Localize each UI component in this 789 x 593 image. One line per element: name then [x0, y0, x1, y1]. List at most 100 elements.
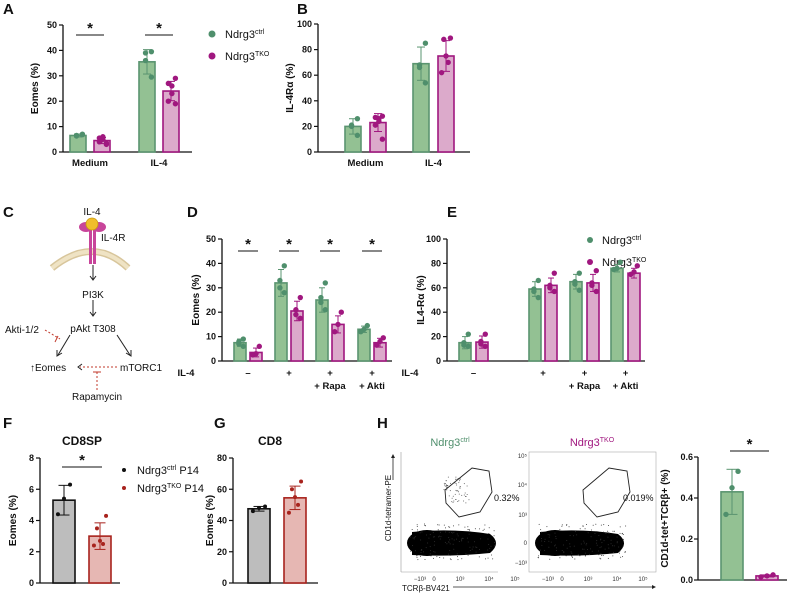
category-label: Medium: [348, 158, 384, 169]
data-point: [250, 352, 256, 358]
event-dot: [569, 535, 571, 537]
significance-star: *: [369, 236, 375, 253]
data-point: [358, 329, 364, 335]
event-dot: [566, 524, 568, 526]
data-point: [576, 287, 582, 293]
chart-panel-h: 0.0 0.2 0.4 0.6 CD1d-tet+TCRβ+ (%) *: [660, 436, 787, 585]
event-dot: [432, 557, 434, 559]
event-dot: [423, 523, 425, 525]
data-point: [104, 513, 109, 518]
data-point: [79, 132, 86, 138]
event-dot: [561, 525, 563, 527]
significance-star: *: [286, 236, 292, 253]
data-point: [293, 311, 299, 318]
event-dot: [574, 531, 576, 533]
event-dot: [622, 556, 624, 558]
event-dot: [449, 490, 451, 492]
svg-text:Ndrg3ctrl: Ndrg3ctrl: [602, 235, 642, 247]
flow-y-tick-label: 10⁵: [518, 453, 528, 460]
category-label: +: [540, 368, 546, 379]
event-dot: [448, 553, 450, 555]
event-dot: [556, 549, 558, 551]
gate-percent-ctrl: 0.32%: [494, 493, 520, 503]
event-dot: [448, 526, 450, 528]
bar-ctrl: [610, 267, 624, 362]
event-dot: [554, 544, 556, 546]
data-point: [101, 541, 106, 546]
data-point: [374, 342, 380, 348]
event-dot: [562, 544, 564, 546]
event-dot: [410, 536, 412, 538]
data-point: [55, 512, 60, 517]
event-dot: [487, 538, 489, 540]
y-tick-label: 50: [47, 20, 57, 30]
event-dot: [566, 540, 568, 542]
event-dot: [454, 493, 456, 495]
data-point: [236, 341, 242, 347]
event-dot: [603, 524, 605, 526]
data-point: [758, 574, 764, 580]
y-tick-label: 100: [426, 234, 441, 244]
event-dot: [463, 494, 465, 496]
event-dot: [596, 544, 598, 546]
chart-panel-d: 0 10 20 30 40 50 Eomes (%) – + + + Rapa + + Akti IL-4…: [178, 234, 392, 392]
event-dot: [596, 540, 598, 542]
event-dot: [622, 534, 624, 536]
event-dot: [618, 552, 620, 554]
y-tick-label: 40: [217, 516, 227, 526]
label-il4: IL-4: [83, 207, 101, 218]
event-dot: [455, 480, 457, 482]
y-tick-label: 60: [302, 70, 312, 80]
event-dot: [568, 526, 570, 528]
event-dot: [444, 483, 446, 485]
event-dot: [452, 501, 454, 503]
bar-ctrl: [247, 507, 271, 584]
event-dot: [590, 536, 592, 538]
event-dot: [459, 478, 461, 480]
event-dot: [452, 525, 454, 527]
event-dot: [468, 499, 470, 501]
data-point: [148, 48, 155, 55]
data-point: [332, 329, 338, 335]
event-dot: [445, 480, 447, 482]
event-dot: [417, 559, 419, 561]
event-dot: [429, 553, 431, 555]
y-tick-label: 0.2: [680, 534, 693, 544]
y-axis-label: CD1d-tet+TCRβ+ (%): [660, 469, 671, 567]
data-point: [73, 133, 80, 139]
bar-tko: [283, 497, 307, 584]
data-point: [172, 75, 179, 82]
event-dot: [492, 558, 494, 560]
event-dot: [414, 550, 416, 552]
event-dot: [600, 558, 602, 560]
data-point: [293, 307, 299, 313]
bar-ctrl: [569, 280, 583, 362]
event-dot: [612, 530, 614, 532]
panel-letter-a: A: [3, 1, 14, 18]
event-dot: [463, 483, 465, 485]
event-dot: [464, 492, 466, 494]
data-point: [764, 573, 770, 579]
flow-y-tick-label: 10³: [518, 513, 527, 519]
data-point: [98, 538, 102, 543]
data-point: [96, 135, 103, 141]
label-mtorc1: mTORC1: [120, 363, 162, 374]
event-dot: [488, 527, 490, 529]
event-dot: [443, 489, 445, 491]
data-point: [299, 479, 304, 484]
event-dot: [571, 552, 573, 554]
data-point: [297, 294, 303, 301]
subcategory-label: + Akti: [613, 381, 639, 392]
data-point: [318, 299, 324, 306]
event-dot: [580, 543, 582, 545]
event-dot: [457, 477, 459, 479]
event-dot: [412, 537, 414, 539]
event-dot: [444, 485, 446, 487]
y-tick-label: 20: [47, 96, 57, 106]
data-point: [250, 509, 255, 514]
data-point: [535, 294, 541, 301]
event-dot: [584, 528, 586, 530]
event-dot: [420, 552, 422, 554]
y-tick-label: 20: [217, 547, 227, 557]
y-tick-label: 8: [29, 453, 34, 463]
